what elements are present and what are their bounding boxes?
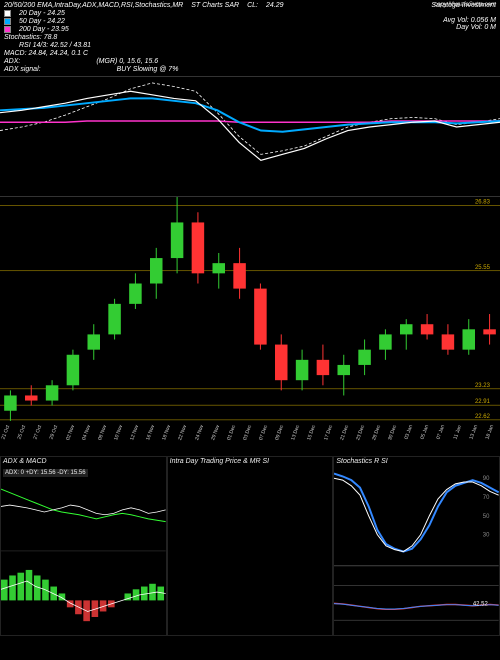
adx-signal-label: ADX signal:: [4, 66, 41, 73]
svg-text:25.55: 25.55: [475, 265, 491, 271]
chart-title: 20/50/200 EMA,IntraDay,ADX,MACD,RSI,Stoc…: [4, 2, 183, 9]
ema20-label: 20 Day - 24.25: [19, 10, 65, 17]
svg-text:90: 90: [483, 476, 490, 482]
ema50-label: 50 Day - 24.22: [19, 18, 65, 25]
stoch-title: Stochastics R SI: [336, 458, 387, 465]
chart-subtitle: ST Charts SAR: [191, 2, 239, 9]
ema50-swatch: [4, 18, 11, 25]
bottom-panels: ADX & MACD ADX: 0 +DY: 15.56 -DY: 15.56 …: [0, 456, 500, 636]
adx-macd-panel: ADX & MACD ADX: 0 +DY: 15.56 -DY: 15.56: [0, 456, 167, 636]
stoch-label: Stochastics: 78.8: [4, 34, 57, 41]
intraday-title: Intra Day Trading Price & MR SI: [170, 458, 269, 465]
svg-text:26.83: 26.83: [475, 200, 491, 206]
svg-text:23.23: 23.23: [475, 383, 491, 389]
intraday-panel: Intra Day Trading Price & MR SI: [167, 456, 334, 636]
macd-label: MACD: 24.84, 24.24, 0.1 C: [4, 50, 88, 57]
adx-title: ADX & MACD: [3, 458, 47, 465]
candlestick-panel: 26.83 25.55 23.23 22.91 22.62: [0, 196, 500, 426]
date-axis: 21 Oct25 Oct27 Oct29 Oct02 Nov04 Nov08 N…: [0, 426, 500, 456]
svg-text:50: 50: [483, 514, 490, 520]
chart-header: 20/50/200 EMA,IntraDay,ADX,MACD,RSI,Stoc…: [0, 0, 500, 76]
stochastics-panel: Stochastics R SI 90 70 50 30 42.52: [333, 456, 500, 636]
buy-signal: BUY Slowing @ 7%: [117, 66, 179, 73]
day-vol-value: 0 M: [484, 24, 496, 31]
copyright: copy MunafaSutra.com: [434, 2, 496, 8]
ema20-swatch: [4, 10, 11, 17]
cl-label: CL:: [247, 2, 258, 9]
ema200-swatch: [4, 26, 11, 33]
ema200-label: 200 Day - 23.95: [19, 26, 69, 33]
cl-value: 24.29: [266, 2, 284, 9]
svg-text:22.91: 22.91: [475, 399, 491, 405]
avg-vol-value: 0.056 M: [471, 17, 496, 24]
moving-average-panel: [0, 76, 500, 196]
adx-label: ADX:: [4, 58, 20, 65]
svg-text:30: 30: [483, 533, 490, 539]
svg-text:70: 70: [483, 495, 490, 501]
svg-text:22.62: 22.62: [475, 414, 491, 420]
mgr-label: (MGR) 0, 15.6, 15.6: [96, 58, 158, 65]
svg-text:42.52: 42.52: [473, 601, 488, 607]
rsi-label: RSI 14/3: 42.52 / 43.81: [19, 42, 91, 49]
adx-status: ADX: 0 +DY: 15.56 -DY: 15.56: [3, 469, 88, 477]
avg-vol-label: Avg Vol:: [443, 17, 469, 24]
day-vol-label: Day Vol:: [456, 24, 482, 31]
